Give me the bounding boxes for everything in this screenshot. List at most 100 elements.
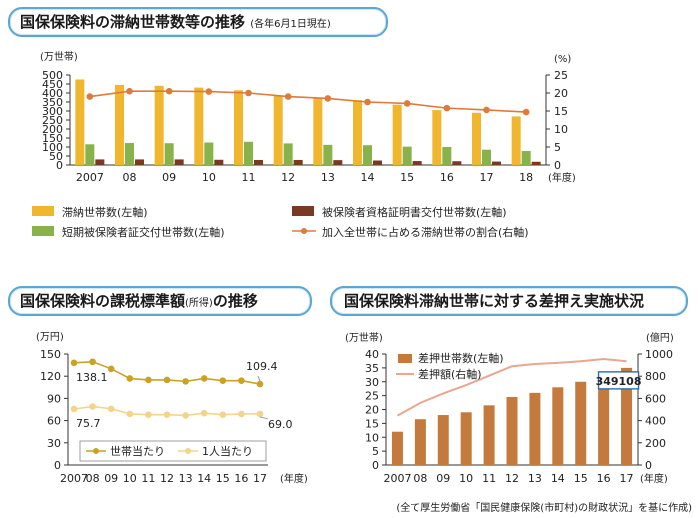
c1-ratio-point — [165, 87, 173, 95]
c2-x-tick-label: 08 — [86, 472, 100, 485]
c1-right-tick-label: 20 — [554, 87, 568, 100]
c1-left-tick-label: 200 — [42, 123, 63, 136]
c1-x-tick-label: 10 — [202, 171, 216, 184]
c1-bar-1 — [164, 143, 174, 165]
c2-x-tick-label: 14 — [197, 472, 211, 485]
c3-right-tick-label: 800 — [645, 370, 666, 383]
c1-bar-1 — [521, 150, 531, 165]
c3-legend-label: 差押世帯数(左軸) — [418, 351, 504, 365]
c3-y-axis-label-right: (億円) — [646, 331, 674, 344]
c3-left-tick-label: 30 — [365, 376, 379, 389]
c2-legend-point — [93, 448, 99, 454]
c1-bar-2 — [95, 159, 105, 165]
c1-bar-2 — [333, 160, 343, 165]
c3-left-tick-label: 10 — [365, 431, 379, 444]
c3-x-tick-label: 17 — [620, 472, 634, 485]
c1-bar-2 — [452, 161, 462, 165]
source-note: (全て厚生労働省「国民健康保険(市町村)の財政状況」を基に作成) — [396, 503, 692, 514]
c1-right-tick-label: 0 — [554, 159, 561, 172]
c2-x-tick-label: 12 — [160, 472, 174, 485]
c2-tick-label: 30 — [47, 437, 61, 450]
c2-tick-label: 60 — [47, 415, 61, 428]
c3-x-tick-label: 16 — [597, 472, 611, 485]
c2-legend-label: 1人当たり — [202, 444, 253, 458]
c2-series-point-0 — [256, 380, 264, 388]
c2-series-point-0 — [70, 359, 78, 367]
bottom-left-title-pill: 国保保険料の課税標準額(所得)の推移 — [8, 286, 312, 316]
c1-legend-label: 被保険者資格証明書交付世帯数(左軸) — [322, 205, 507, 219]
c1-bar-1 — [323, 144, 333, 165]
c2-series-point-0 — [145, 376, 152, 384]
c3-left-tick-label: 25 — [365, 390, 379, 403]
c1-legend-label: 滞納世帯数(左軸) — [62, 205, 148, 219]
c1-x-unit: (年度) — [548, 171, 576, 184]
c2-series-point-1 — [200, 409, 208, 417]
c1-bar-1 — [482, 149, 491, 165]
c1-bar-2 — [531, 161, 541, 165]
c2-tick-label: 0 — [54, 459, 61, 472]
c3-legend-label: 差押額(右軸) — [418, 367, 482, 381]
c3-right-tick-label: 400 — [645, 415, 666, 428]
c1-bar-0 — [392, 104, 402, 165]
c3-right-tick-label: 0 — [645, 459, 652, 472]
c1-bar-0 — [313, 98, 323, 165]
c1-ratio-point — [245, 89, 252, 97]
bottom-left-title-suffix: の推移 — [212, 292, 258, 310]
c1-ratio-point — [86, 93, 94, 100]
c1-bar-2 — [254, 159, 263, 165]
c3-x-tick-label: 2007 — [383, 472, 411, 485]
c2-series-point-1 — [126, 410, 134, 418]
c3-x-tick-label: 08 — [413, 472, 427, 485]
c1-bar-0 — [353, 100, 362, 165]
c1-left-tick-label: 250 — [42, 114, 63, 127]
c1-x-tick-label: 15 — [400, 171, 414, 184]
c1-bar-2 — [492, 161, 501, 165]
c1-bar-0 — [154, 85, 164, 165]
c1-bar-1 — [402, 146, 412, 165]
c3-bar — [506, 397, 518, 465]
c2-series-point-1 — [163, 411, 171, 418]
c2-leader-line — [259, 416, 269, 420]
c3-left-tick-label: 35 — [365, 362, 379, 375]
c2-series-point-0 — [126, 375, 134, 382]
c3-x-tick-label: 13 — [528, 472, 542, 485]
c3-amount-line — [396, 357, 627, 417]
c2-tick-label: 120 — [40, 370, 61, 383]
c3-left-tick-label: 20 — [365, 404, 379, 417]
c1-left-tick-label: 500 — [42, 69, 63, 82]
c2-series-point-0 — [200, 375, 208, 382]
c2-data-label: 109.4 — [246, 360, 278, 373]
c2-x-tick-label: 2007 — [60, 472, 88, 485]
c1-bar-1 — [244, 141, 253, 165]
c1-bar-0 — [115, 84, 124, 165]
c2-data-label: 75.7 — [76, 417, 101, 430]
c1-bar-0 — [511, 116, 521, 165]
c1-left-tick-label: 50 — [49, 150, 63, 163]
c1-x-tick-label: 11 — [242, 171, 256, 184]
c2-series-point-1 — [145, 411, 152, 418]
c2-tick-label: 150 — [40, 348, 61, 361]
c1-bar-0 — [75, 79, 85, 165]
c2-x-tick-label: 10 — [123, 472, 137, 485]
c2-x-tick-label: 16 — [234, 472, 248, 485]
c1-legend-swatch — [292, 206, 314, 216]
c1-x-tick-label: 13 — [321, 171, 335, 184]
c3-x-tick-label: 14 — [551, 472, 565, 485]
c2-x-tick-label: 13 — [179, 472, 193, 485]
c2-legend-box — [79, 440, 267, 462]
c1-ratio-point — [522, 108, 530, 116]
c1-bar-2 — [214, 159, 224, 165]
c3-left-tick-label: 40 — [365, 348, 379, 361]
c1-right-tick-label: 10 — [554, 123, 568, 136]
c3-x-tick-label: 10 — [459, 472, 473, 485]
c1-bar-0 — [432, 110, 442, 165]
c1-x-tick-label: 16 — [440, 171, 454, 184]
c2-series-point-1 — [89, 403, 96, 410]
c1-bar-0 — [273, 95, 283, 165]
c3-bar — [598, 372, 610, 465]
c2-series-point-1 — [219, 411, 227, 418]
c1-x-tick-label: 08 — [123, 171, 137, 184]
main-title-pill: 国保保険料の滞納世帯数等の推移 (各年6月1日現在) — [8, 7, 388, 37]
c2-data-label: 138.1 — [76, 371, 108, 384]
